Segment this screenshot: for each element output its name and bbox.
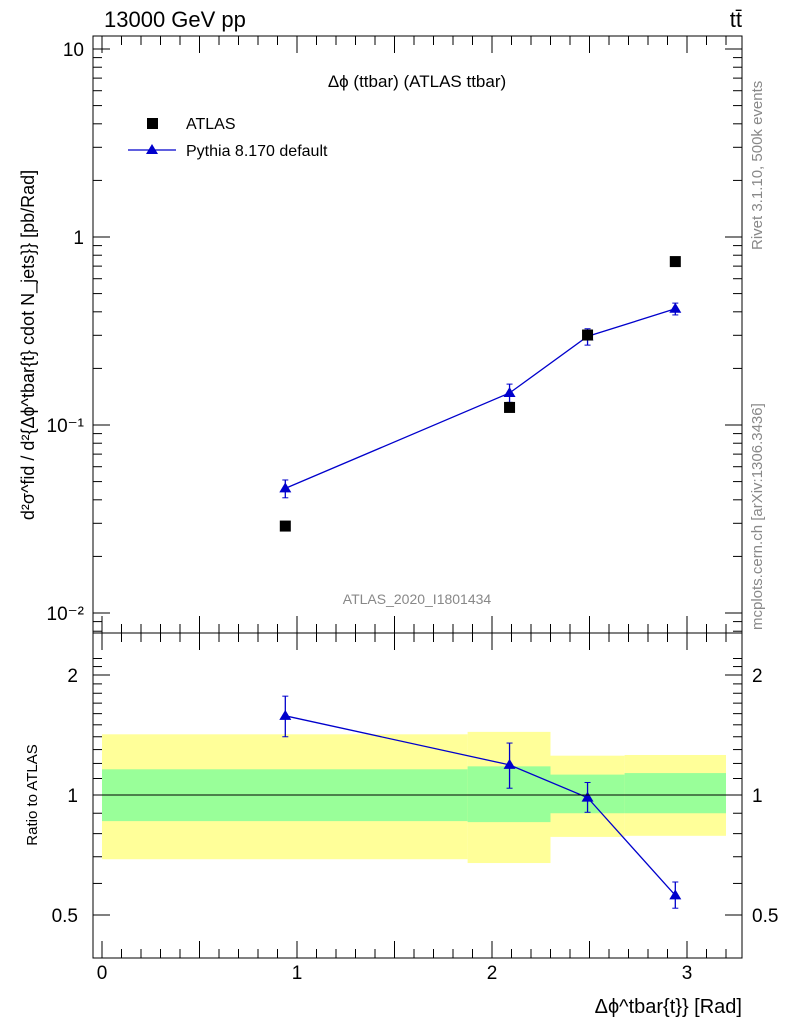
ratio-y-tick-label-left: 0.5 [52, 906, 78, 927]
pythia-point [503, 386, 516, 397]
ratio-pythia-point [669, 889, 682, 900]
rivet-version-label: Rivet 3.1.10, 500k events [749, 81, 766, 250]
x-tick-label: 0 [97, 963, 108, 984]
ratio-y-tick-label-right: 2 [752, 666, 763, 687]
ratio-y-tick-label-right: 1 [752, 786, 763, 807]
main-data-points [279, 256, 682, 532]
legend-atlas-marker [147, 118, 158, 129]
atlas-point [582, 329, 594, 341]
ratio-pythia-line [285, 715, 676, 896]
x-tick-label: 1 [292, 963, 303, 984]
pythia-point [669, 302, 682, 313]
x-axis-label: Δϕ^tbar{t}} [Rad] [595, 996, 742, 1018]
legend-pythia-label: Pythia 8.170 default [186, 143, 328, 160]
legend-atlas-label: ATLAS [186, 116, 236, 133]
main-y-tick-label: 10⁻¹ [47, 416, 85, 437]
ratio-y-tick-label-right: 0.5 [752, 906, 778, 927]
ratio-pythia-point [503, 758, 516, 769]
atlas-point [279, 520, 291, 532]
plot-title: Δϕ (ttbar) (ATLAS ttbar) [328, 72, 506, 91]
main-y-tick-label: 10 [63, 40, 84, 61]
ratio-y-tick-label-left: 1 [67, 786, 78, 807]
ratio-y-tick-label-left: 2 [67, 666, 78, 687]
atlas-point [669, 256, 681, 268]
main-axis-ticks: 10 1 10⁻¹ 10⁻² [47, 36, 742, 633]
mcplots-label: mcplots.cern.ch [arXiv:1306.3436] [749, 403, 766, 630]
ratio-axis-ticks: 0.5 0.5 1 1 2 2 0 1 2 3 [52, 633, 778, 984]
pythia-point [279, 482, 292, 493]
band-inner-3 [624, 773, 726, 814]
ratio-y-axis-label: Ratio to ATLAS [24, 744, 41, 845]
legend-pythia-marker [146, 144, 158, 154]
atlas-point [504, 401, 516, 413]
legend: ATLAS Pythia 8.170 default [128, 116, 328, 160]
ratio-pythia-point [279, 709, 292, 720]
process-label: tt̄ [730, 7, 742, 32]
main-y-axis-label: d²σ^fid / d²{Δϕ^tbar{t} cdot N_jets}} [p… [18, 170, 39, 520]
x-tick-label: 3 [682, 963, 693, 984]
x-tick-label: 2 [487, 963, 498, 984]
ratio-data-points [279, 695, 682, 909]
analysis-watermark: ATLAS_2020_I1801434 [343, 591, 492, 607]
energy-label: 13000 GeV pp [104, 7, 246, 32]
ratio-pythia-point [581, 791, 594, 802]
pythia-line [285, 308, 676, 489]
main-y-tick-label: 10⁻² [47, 604, 85, 625]
main-y-tick-label: 1 [73, 228, 84, 249]
ratio-uncertainty-bands [102, 731, 726, 864]
